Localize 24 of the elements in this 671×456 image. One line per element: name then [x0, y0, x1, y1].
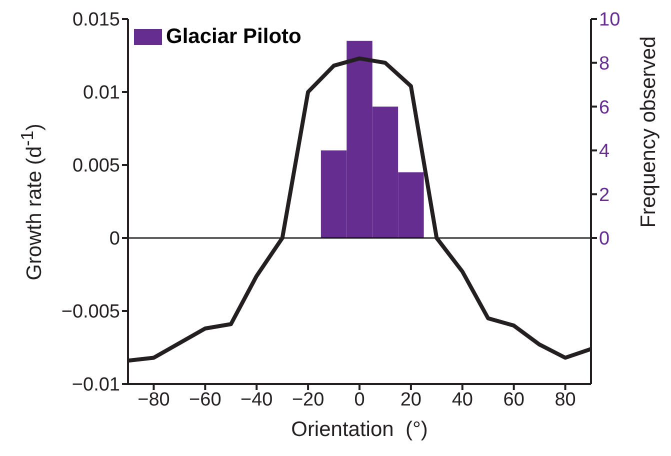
y2-tick-label: 0: [599, 228, 610, 250]
x-tick-label: −80: [138, 389, 170, 410]
y-tick-label: 0: [109, 228, 120, 250]
y2-tick-label: 2: [599, 184, 610, 206]
x-tick-label: −60: [189, 389, 222, 410]
y2-tick-label: 10: [599, 10, 620, 31]
y-tick-label: 0.015: [72, 10, 120, 31]
y-tick-label: −0.01: [72, 374, 120, 396]
y2-tick-label: 4: [599, 141, 610, 162]
x-tick-label: −40: [240, 389, 273, 410]
y2-tick-label: 8: [599, 54, 610, 75]
y-tick-label: 0.005: [72, 156, 120, 177]
x-tick-label: 40: [452, 389, 473, 410]
y-tick-label: −0.005: [61, 302, 120, 323]
x-tick-label: 0: [354, 389, 365, 410]
x-tick-label: 80: [554, 389, 576, 410]
y2-tick-label: 6: [599, 97, 610, 118]
x-tick-label: 60: [503, 389, 524, 410]
legend-label: Glaciar Piloto: [166, 25, 302, 49]
y2-axis-title: Frequency observed: [637, 36, 661, 228]
x-axis-title: Orientation (°): [290, 418, 429, 442]
x-tick-label: 20: [400, 389, 422, 410]
y-tick-label: 0.01: [83, 82, 120, 104]
x-tick-label: −20: [292, 389, 324, 410]
